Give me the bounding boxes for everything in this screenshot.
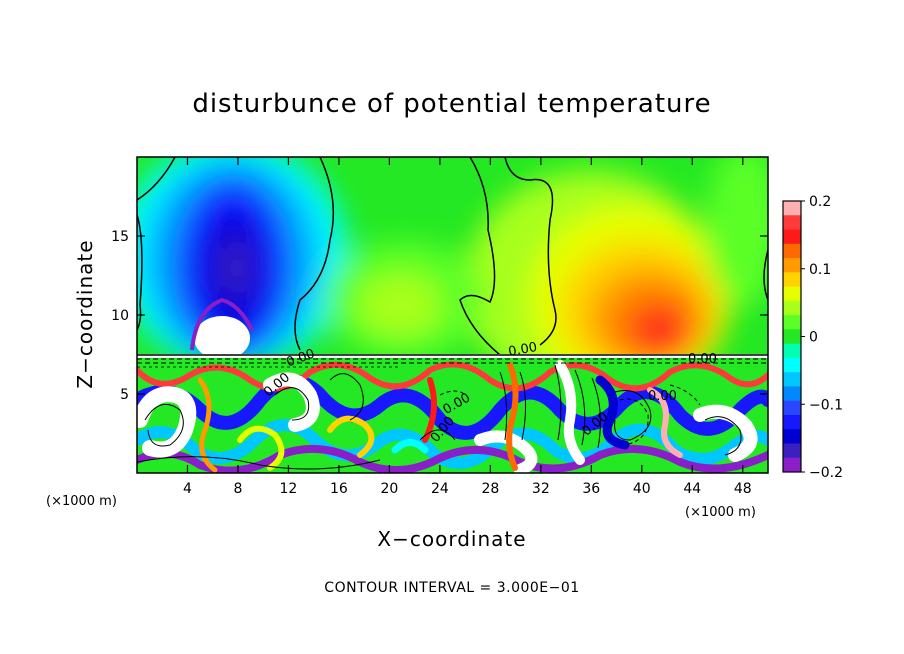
x-tick-label: 20: [380, 481, 398, 497]
x-tick-label: 28: [481, 481, 499, 497]
colorbar-swatch: [783, 315, 801, 330]
colorbar-swatch: [783, 343, 801, 359]
colorbar-swatch: [783, 229, 801, 245]
x-axis: 4 8 12 16 20 24 28 32 36 40 44 48: [183, 157, 752, 497]
contour-interval-note: CONTOUR INTERVAL = 3.000E−01: [324, 580, 579, 596]
interface-band: [137, 354, 768, 368]
colorbar-tick-label: 0.1: [809, 262, 831, 278]
x-tick-label: 16: [330, 481, 348, 497]
colorbar-swatch: [783, 201, 801, 216]
colorbar-tick-label: −0.2: [809, 465, 843, 481]
colorbar-swatch: [783, 414, 801, 430]
colorbar-swatch: [783, 386, 801, 402]
x-tick-label: 48: [734, 481, 752, 497]
y-tick-label: 5: [120, 387, 129, 403]
y-axis: 5 10 15: [111, 229, 768, 403]
lower-field: [137, 355, 768, 473]
colorbar-tick-label: 0.2: [809, 194, 831, 210]
y-axis-title: Z−coordinate: [73, 239, 97, 388]
colorbar-swatch: [783, 286, 801, 302]
colorbar-swatch: [783, 258, 801, 273]
y-tick-label: 15: [111, 229, 129, 245]
contour-label-3: 0.00: [507, 340, 538, 360]
colorbar-swatch: [783, 457, 801, 473]
colorbar-swatch: [783, 443, 801, 459]
colorbar-tick-label: 0: [809, 330, 818, 346]
x-tick-label: 24: [431, 481, 449, 497]
colorbar-swatch: [783, 215, 801, 231]
colorbar-swatch: [783, 300, 801, 316]
colorbar-swatch: [783, 429, 801, 444]
x-tick-label: 8: [233, 481, 242, 497]
plot-area: 0.00 0.00 0.00 0.00 0.00 0.00 0.00 0.00: [136, 156, 769, 474]
colorbar-swatch: [783, 400, 801, 416]
colorbar-swatch: [783, 243, 801, 259]
colorbar-tick-label: −0.1: [809, 397, 843, 413]
x-tick-label: 12: [280, 481, 298, 497]
x-tick-label: 32: [532, 481, 550, 497]
x-unit-left: (×1000 m): [46, 494, 117, 509]
contour-label-4: 0.00: [688, 352, 717, 367]
colorbar-swatch: [783, 272, 801, 288]
x-tick-label: 40: [633, 481, 651, 497]
x-tick-label: 36: [582, 481, 600, 497]
y-tick-label: 10: [111, 308, 129, 324]
x-tick-label: 4: [183, 481, 192, 497]
colorbar-swatch: [783, 329, 801, 345]
colorbar: 0.2 0.1 0 −0.1 −0.2: [782, 194, 843, 481]
x-axis-title: X−coordinate: [377, 527, 526, 551]
colorbar-swatch: [783, 357, 801, 373]
x-unit-right: (×1000 m): [685, 505, 756, 520]
x-tick-label: 44: [683, 481, 701, 497]
contour-label-5: 0.00: [648, 389, 677, 404]
colorbar-swatch: [783, 372, 801, 387]
upper-field: [137, 157, 768, 355]
chart-title: disturbunce of potential temperature: [192, 89, 711, 119]
